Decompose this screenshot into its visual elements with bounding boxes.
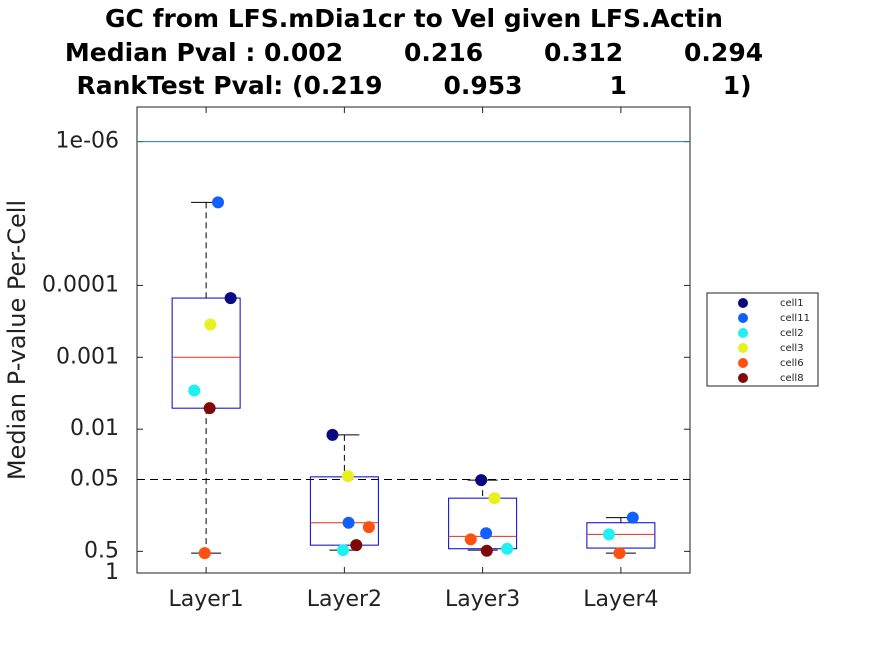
y-tick-label: 0.05 — [70, 466, 119, 491]
data-point — [480, 527, 493, 540]
data-point — [198, 547, 211, 560]
legend-marker — [738, 373, 748, 383]
data-point — [480, 544, 493, 557]
legend-marker — [738, 343, 748, 353]
y-tick-label: 1 — [105, 560, 119, 585]
legend-label: cell6 — [780, 358, 804, 369]
data-point — [488, 492, 501, 505]
legend-label: cell1 — [780, 298, 804, 309]
y-tick-label: 0.01 — [70, 416, 119, 441]
y-tick-label: 0.001 — [56, 344, 119, 369]
data-point — [501, 542, 514, 555]
y-tick-label: 0.0001 — [42, 272, 119, 297]
data-point — [613, 547, 626, 560]
chart-subtitle: Median Pval : 0.002 0.216 0.312 0.294 — [65, 38, 763, 67]
data-point — [326, 428, 339, 441]
data-point — [341, 470, 354, 483]
data-point — [362, 521, 375, 534]
legend-marker — [738, 313, 748, 323]
x-tick-label: Layer4 — [583, 587, 658, 612]
data-point — [336, 544, 349, 557]
data-point — [203, 402, 216, 415]
x-tick-label: Layer3 — [445, 587, 520, 612]
y-tick-label: 0.5 — [84, 538, 119, 563]
chart-subtitle: RankTest Pval: (0.219 0.953 1 1) — [76, 71, 751, 100]
data-point — [212, 196, 225, 209]
data-point — [204, 318, 217, 331]
data-point — [475, 474, 488, 487]
legend-marker — [738, 358, 748, 368]
chart-title: GC from LFS.mDia1cr to Vel given LFS.Act… — [105, 4, 723, 33]
data-point — [602, 528, 615, 541]
legend-marker — [738, 298, 748, 308]
data-point — [224, 292, 237, 305]
data-point — [342, 516, 355, 529]
y-tick-label: 1e-06 — [56, 129, 119, 154]
x-tick-label: Layer2 — [307, 587, 382, 612]
legend-marker — [738, 328, 748, 338]
data-point — [464, 533, 477, 546]
y-axis-label: Median P-value Per-Cell — [3, 200, 31, 480]
plot-frame — [136, 106, 691, 574]
legend-label: cell2 — [780, 328, 804, 339]
legend-label: cell8 — [780, 373, 804, 384]
legend — [706, 292, 819, 387]
data-point — [188, 384, 201, 397]
x-tick-label: Layer1 — [168, 587, 243, 612]
legend-label: cell11 — [780, 313, 810, 324]
data-point — [626, 511, 639, 524]
data-point — [350, 539, 363, 552]
legend-label: cell3 — [780, 343, 804, 354]
